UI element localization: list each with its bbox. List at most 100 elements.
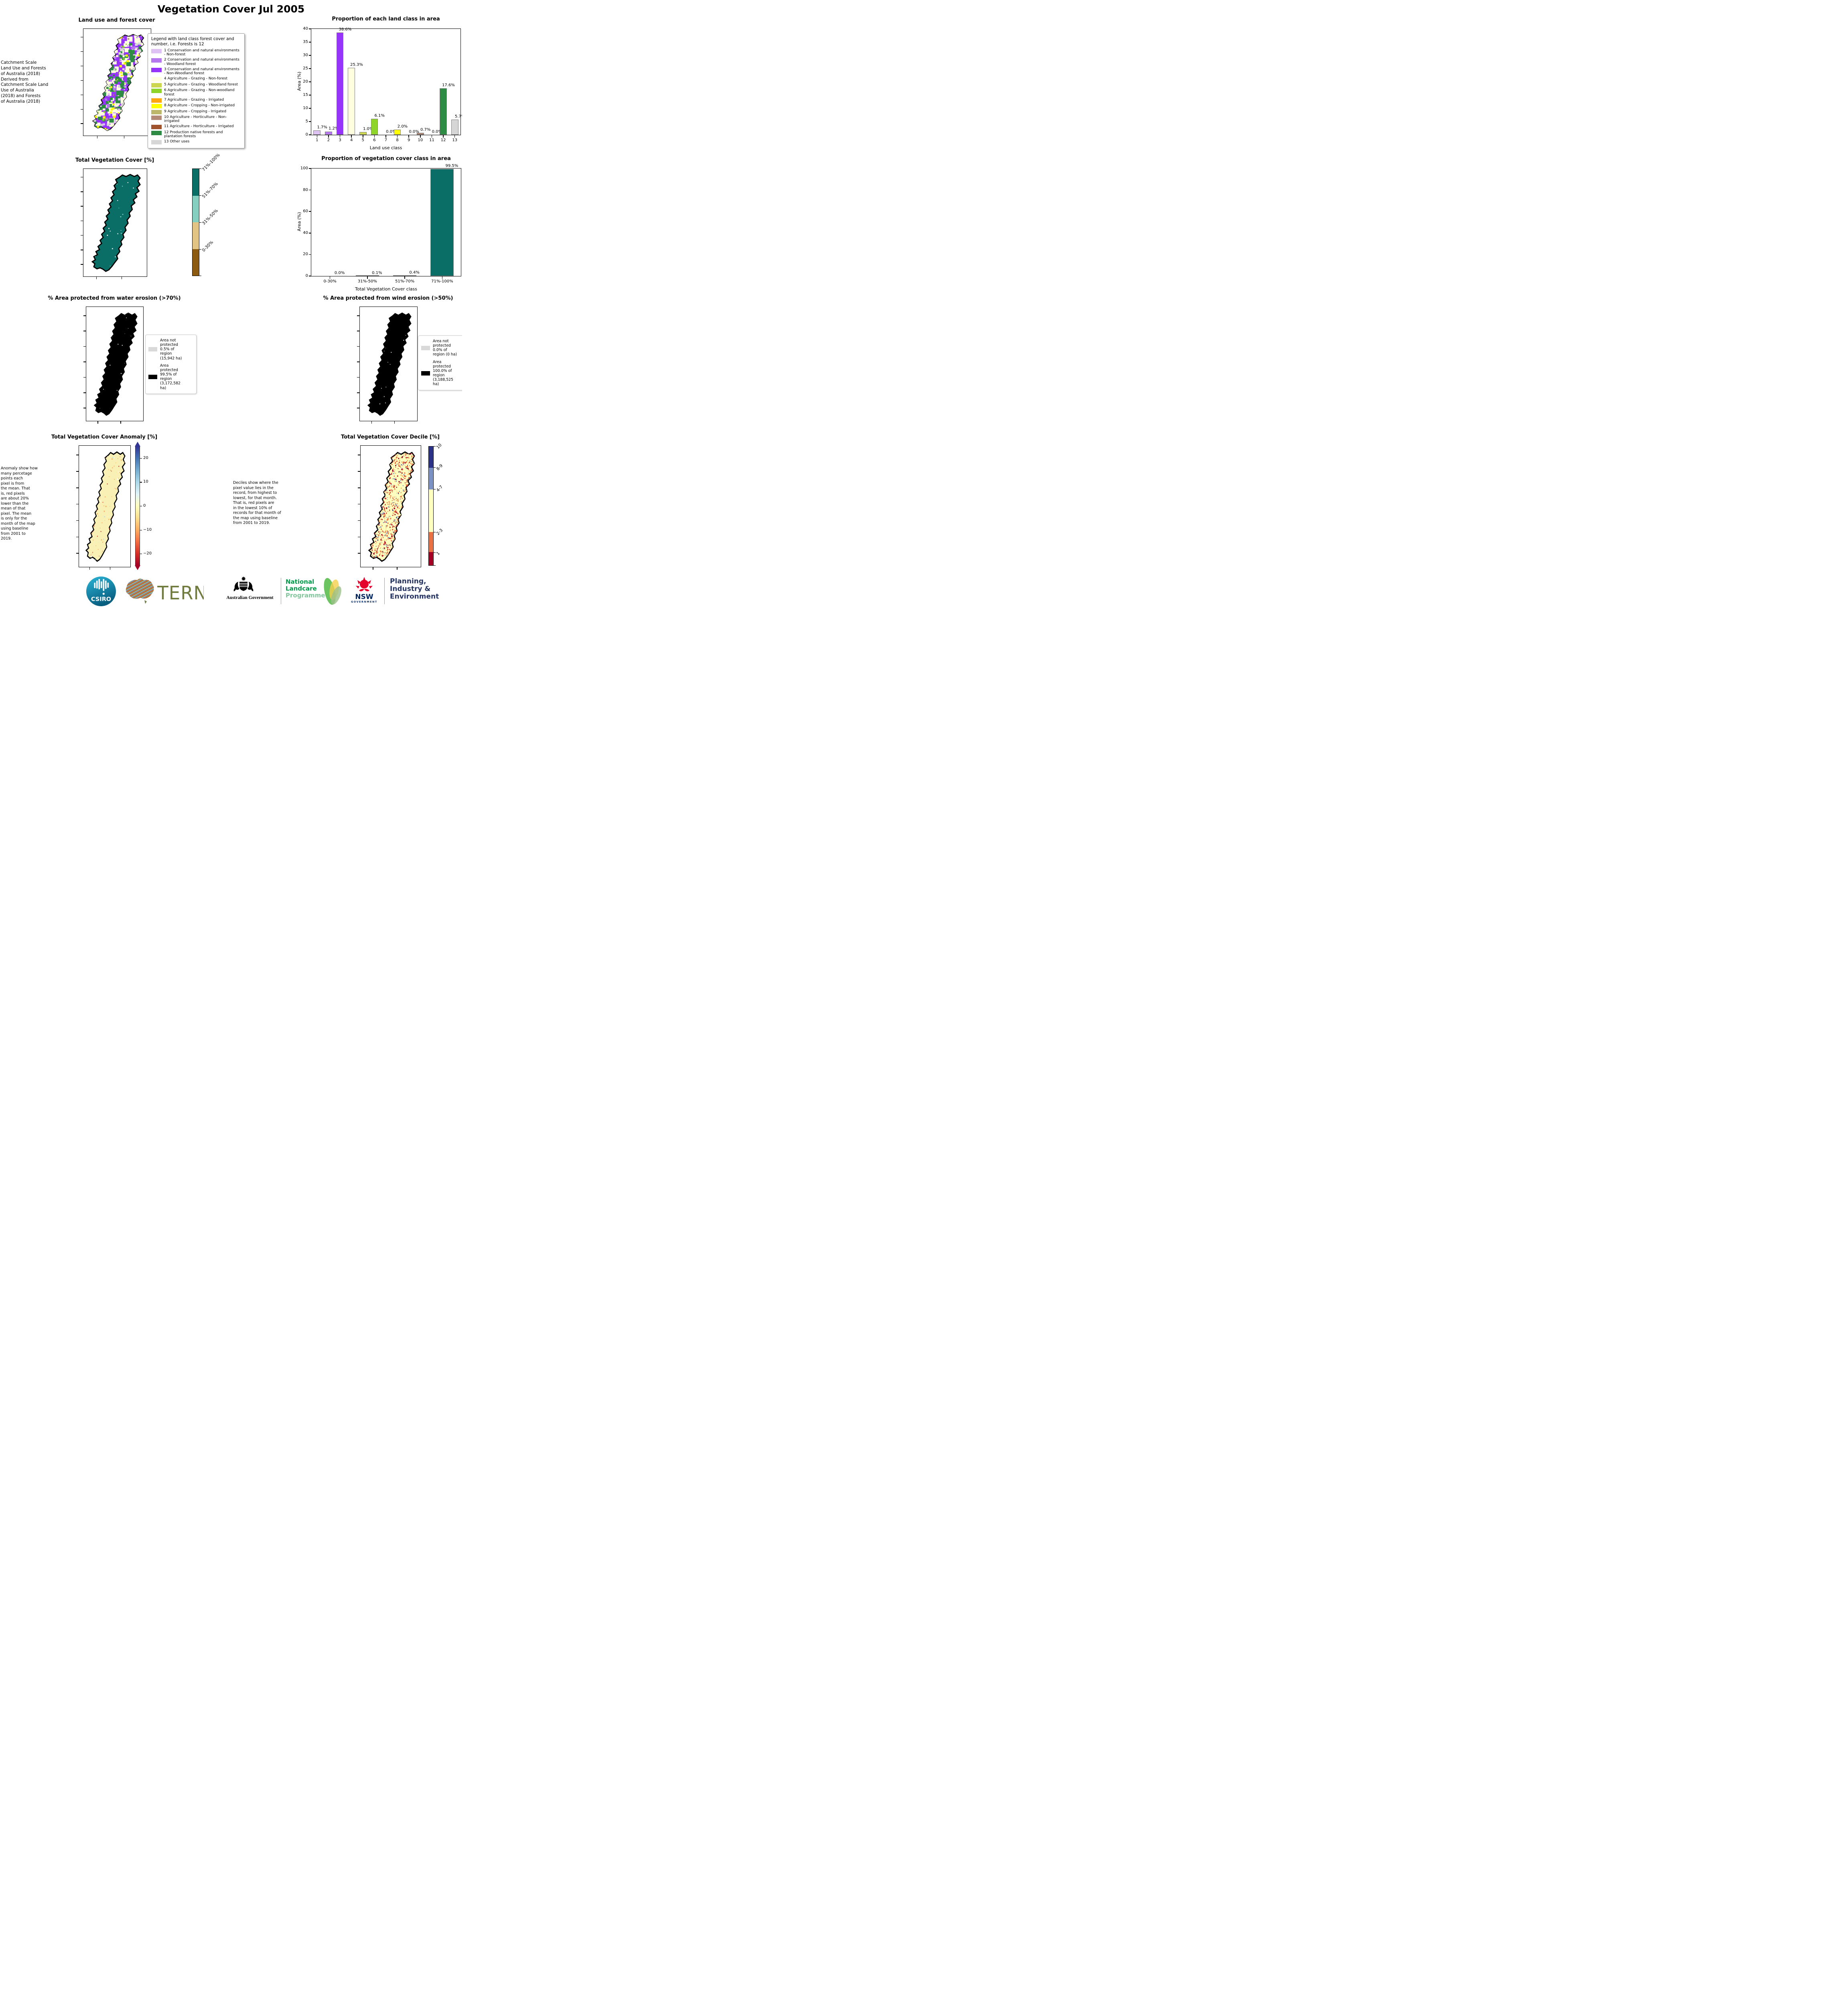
x-tick-label: 7 — [384, 138, 387, 142]
bar — [416, 133, 424, 135]
axis-tick — [120, 421, 121, 424]
colorbar-tick — [434, 446, 436, 447]
legend-item: Area protected 99.5% of region (3,172,58… — [148, 363, 193, 390]
axis-tick — [76, 504, 79, 505]
colorbar-tick — [199, 195, 201, 196]
axis-tick — [83, 377, 86, 378]
x-tick-label: 4 — [350, 138, 353, 142]
legend-item: 8 Agriculture - Cropping - Non-irrigated — [151, 104, 241, 108]
axis-tick — [81, 65, 83, 67]
axis-tick — [83, 392, 86, 393]
bar — [336, 32, 344, 135]
legend-label: Area protected 99.5% of region (3,172,58… — [160, 363, 181, 390]
bar-value-label: 6.1% — [374, 113, 385, 118]
colorbar-label: 31%-50% — [201, 208, 219, 226]
legend-item: 4 Agriculture - Grazing - Non-forest — [151, 77, 241, 82]
planning-logo: Planning, Industry & Environment — [390, 577, 439, 601]
veg-cover-map-panel: Total Vegetation Cover [%] — [75, 157, 154, 279]
colorbar-segment — [429, 489, 433, 532]
landcare-line3: Programme — [286, 591, 325, 599]
legend-label: 13 Other uses — [164, 140, 190, 144]
bar — [393, 275, 417, 276]
legend-item: 7 Agriculture - Grazing - Irrigated — [151, 98, 241, 103]
legend-swatch — [151, 140, 162, 145]
nsw-sub-label: GOVERNMENT — [351, 601, 377, 603]
bar-value-label: 1.0% — [363, 127, 373, 132]
landcare-line1: National — [286, 578, 314, 585]
axis-tick — [89, 567, 90, 570]
x-tick-label: 1 — [316, 138, 318, 142]
map-region — [91, 174, 141, 272]
x-tick — [328, 135, 329, 138]
legend-item: 6 Agriculture - Grazing - Non-woodland f… — [151, 88, 241, 97]
x-tick — [374, 135, 375, 138]
y-tick-label: 40 — [303, 230, 308, 235]
bar-value-label: 25.3% — [350, 63, 363, 67]
axis-tick — [357, 392, 360, 393]
axis-tick — [357, 315, 360, 316]
colorbar-label: 0 — [143, 504, 146, 508]
colorbar-label: 20 — [143, 455, 148, 460]
y-tick — [309, 168, 311, 169]
bar — [394, 129, 401, 135]
legend-swatch — [151, 130, 162, 135]
axis-tick — [81, 80, 83, 81]
bar-value-label: 0.7% — [420, 128, 431, 132]
bar-value-label: 0.0% — [432, 130, 442, 134]
bar — [430, 169, 454, 276]
svg-text:CSIRO: CSIRO — [91, 596, 111, 603]
map-region — [85, 451, 126, 562]
y-tick-label: 10 — [303, 106, 308, 110]
legend-swatch — [421, 371, 430, 376]
colorbar-tick — [199, 249, 201, 250]
chart-title: Proportion of each land class in area — [332, 16, 440, 22]
x-tick-label: 3 — [339, 138, 341, 142]
x-axis-label: Land use class — [369, 145, 402, 150]
x-tick — [329, 276, 331, 279]
axis-tick — [76, 553, 79, 554]
x-tick-label: 9 — [408, 138, 410, 142]
report-page: Vegetation Cover Jul 2005 Catchment Scal… — [0, 0, 462, 613]
bar — [355, 275, 379, 276]
legend-title: Legend with land class forest cover and … — [151, 37, 234, 47]
legend-item: Area not protected 0.5% of region (15,94… — [148, 338, 193, 361]
legend-item: 1 Conservation and natural environments … — [151, 49, 241, 57]
bar-value-label: 0.0% — [334, 271, 345, 275]
legend-swatch — [148, 374, 157, 379]
x-tick-label: 0-30% — [323, 279, 337, 284]
legend-item: 13 Other uses — [151, 140, 241, 145]
legend-swatch — [151, 104, 162, 108]
colorbar-label: 0-30% — [201, 240, 215, 253]
axis-tick — [81, 235, 83, 236]
colorbar-label: 71%-100% — [201, 152, 221, 173]
x-tick — [367, 276, 368, 279]
legend-swatch — [151, 83, 162, 87]
tern-logo: TERN — [126, 579, 204, 604]
y-tick-label: 40 — [303, 26, 308, 31]
colorbar-segment — [193, 222, 199, 249]
planning-line2: Industry & — [390, 585, 431, 593]
anomaly-colorbar: 20 10 0 −10 −20 — [135, 442, 152, 570]
axis-tick — [81, 191, 83, 192]
x-tick — [442, 276, 443, 279]
decile-note: Deciles show where the pixel value lies … — [233, 481, 281, 526]
bar-value-label: 1.7% — [317, 125, 327, 130]
panel-title: Land use and forest cover — [78, 17, 155, 23]
ausgov-label: Australian Government — [226, 595, 274, 600]
colorbar-tick — [140, 458, 142, 459]
axis-tick — [371, 421, 372, 424]
legend-swatch — [151, 77, 162, 82]
water-erosion-legend: Area not protected 0.5% of region (15,94… — [145, 335, 197, 394]
y-tick-label: 100 — [300, 166, 308, 171]
legend-label: Area not protected 0.5% of region (15,94… — [160, 338, 182, 361]
map-region — [367, 312, 412, 416]
bar — [451, 120, 458, 135]
axis-tick — [81, 37, 83, 38]
x-tick-label: 2 — [327, 138, 330, 142]
land-use-map-panel: Land use and forest cover — [79, 17, 155, 138]
y-tick — [309, 254, 311, 255]
bar — [440, 88, 447, 135]
legend-label: 7 Agriculture - Grazing - Irrigated — [164, 97, 224, 102]
anomaly-map-panel: Total Vegetation Cover Anomaly [%] — [51, 434, 157, 570]
y-tick — [309, 68, 311, 69]
